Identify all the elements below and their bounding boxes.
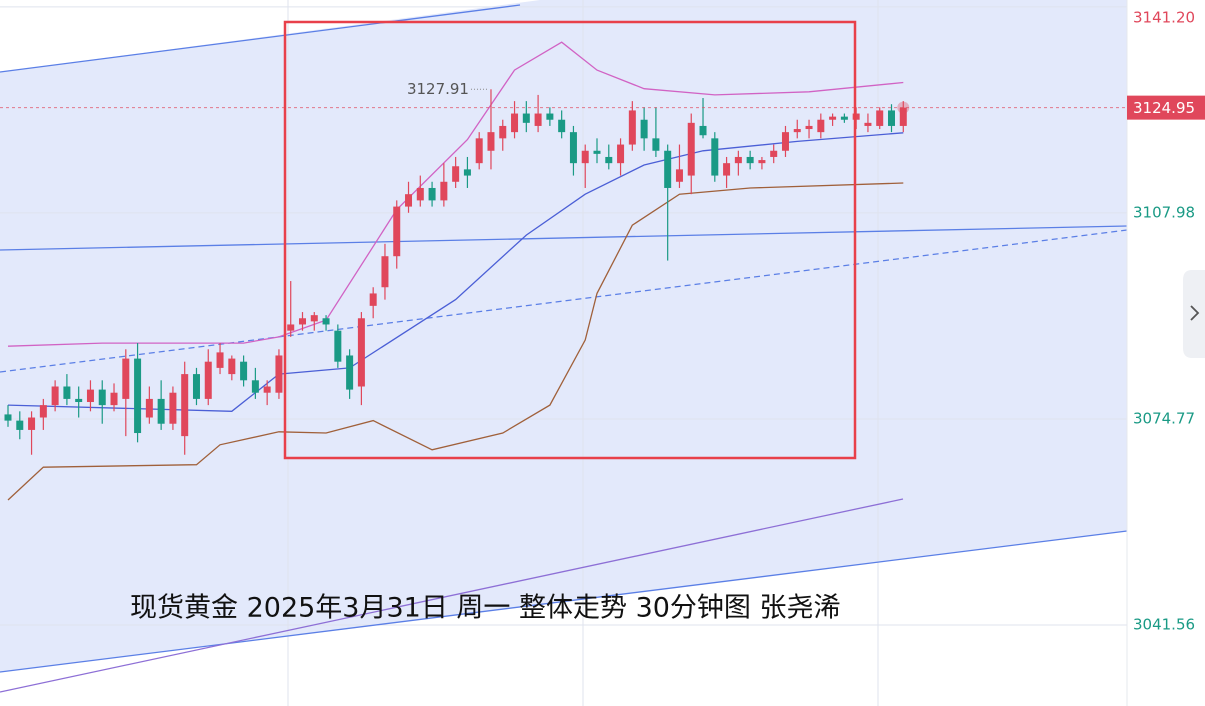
- candle-body: [357, 318, 365, 387]
- candle-body: [381, 256, 389, 288]
- candle-body: [593, 150, 601, 154]
- candle-body: [275, 355, 283, 393]
- y-tick-label: 3041.56: [1133, 615, 1195, 633]
- candle-body: [840, 116, 848, 120]
- candle-body: [110, 392, 118, 406]
- candle-body: [617, 144, 625, 164]
- y-tick-label: 3107.98: [1133, 203, 1195, 221]
- candle-body: [675, 169, 683, 182]
- candle-body: [75, 398, 83, 403]
- overlay-line: [7, 132, 904, 412]
- candle-body: [63, 386, 71, 399]
- candle-body: [393, 206, 401, 257]
- candle-body: [4, 414, 12, 421]
- candle-body: [652, 138, 660, 151]
- candle-body: [192, 374, 200, 399]
- candle-body: [251, 380, 259, 393]
- last-price-label: 3124.95: [1133, 99, 1195, 117]
- candle-body: [452, 166, 460, 182]
- candle-body: [334, 330, 342, 362]
- candle-body: [216, 352, 224, 368]
- candle-body: [664, 150, 672, 188]
- candle-body: [86, 389, 94, 403]
- candle-body: [793, 129, 801, 133]
- candle-body: [440, 181, 448, 201]
- candle-body: [369, 293, 377, 306]
- candle-body: [569, 132, 577, 164]
- candle-body: [145, 398, 153, 418]
- candle-body: [781, 132, 789, 151]
- candle-body: [39, 405, 47, 418]
- candle-body: [687, 122, 695, 176]
- candle-body: [758, 160, 766, 164]
- candle-body: [299, 318, 306, 325]
- candle-body: [805, 125, 813, 130]
- candle-body: [263, 386, 271, 393]
- candle-body: [322, 318, 330, 325]
- candle-body: [181, 374, 189, 437]
- candle-body: [817, 119, 825, 133]
- candle-body: [640, 119, 648, 139]
- y-tick-label: 3074.77: [1133, 409, 1195, 427]
- candle-body: [134, 358, 142, 434]
- candle-body: [51, 386, 59, 406]
- chart-title: 现货黄金 2025年3月31日 周一 整体走势 30分钟图 张尧浠: [130, 593, 841, 624]
- high-annotation: 3127.91: [407, 80, 469, 98]
- candle-body: [864, 122, 872, 126]
- candle-body: [346, 355, 354, 390]
- candle-body: [734, 156, 742, 164]
- candle-body: [558, 119, 566, 133]
- side-tab[interactable]: [1183, 270, 1205, 358]
- candle-body: [511, 113, 519, 133]
- candle-body: [204, 361, 212, 399]
- candle-body: [310, 315, 318, 322]
- candle-body: [405, 194, 413, 207]
- candle-body: [711, 138, 719, 176]
- candle-body: [487, 132, 495, 151]
- candle-body: [16, 420, 24, 430]
- candle-body: [888, 110, 895, 126]
- channel-line: [0, 530, 1128, 673]
- candle-body: [746, 156, 754, 164]
- candle-body: [416, 187, 424, 201]
- last-price-tag: [1127, 95, 1205, 120]
- candle-body: [98, 389, 106, 406]
- y-tick-label: 3141.20: [1133, 9, 1195, 27]
- candle-body: [628, 110, 636, 145]
- overlay-line: [7, 182, 904, 501]
- candle-body: [240, 361, 248, 381]
- candle-body: [581, 150, 589, 164]
- candle-body: [546, 113, 554, 120]
- candle-body: [829, 116, 837, 120]
- channel-line: [0, 4, 521, 73]
- highlight-box: [283, 20, 857, 460]
- candle-body: [699, 125, 707, 136]
- candle-body: [522, 113, 530, 123]
- trend-line: [0, 225, 1128, 251]
- candle-body: [157, 398, 165, 424]
- candle-body: [723, 163, 731, 176]
- candle-body: [287, 324, 295, 331]
- candle-body: [28, 417, 36, 430]
- candle-body: [499, 125, 507, 139]
- candle-body: [534, 113, 542, 126]
- channel-fill: [0, 0, 1127, 672]
- candle-body: [899, 107, 907, 126]
- candle-body: [228, 358, 236, 375]
- candle-body: [770, 150, 778, 157]
- candle-body: [169, 392, 177, 424]
- candle-body: [463, 169, 471, 176]
- candle-body: [605, 156, 613, 164]
- trend-line: [0, 498, 904, 693]
- candle-body: [876, 110, 884, 126]
- chevron-icon[interactable]: [1190, 305, 1200, 321]
- candle-body: [122, 358, 130, 399]
- last-price-dot: [897, 101, 910, 114]
- candle-body: [475, 138, 483, 164]
- candle-body: [428, 187, 436, 201]
